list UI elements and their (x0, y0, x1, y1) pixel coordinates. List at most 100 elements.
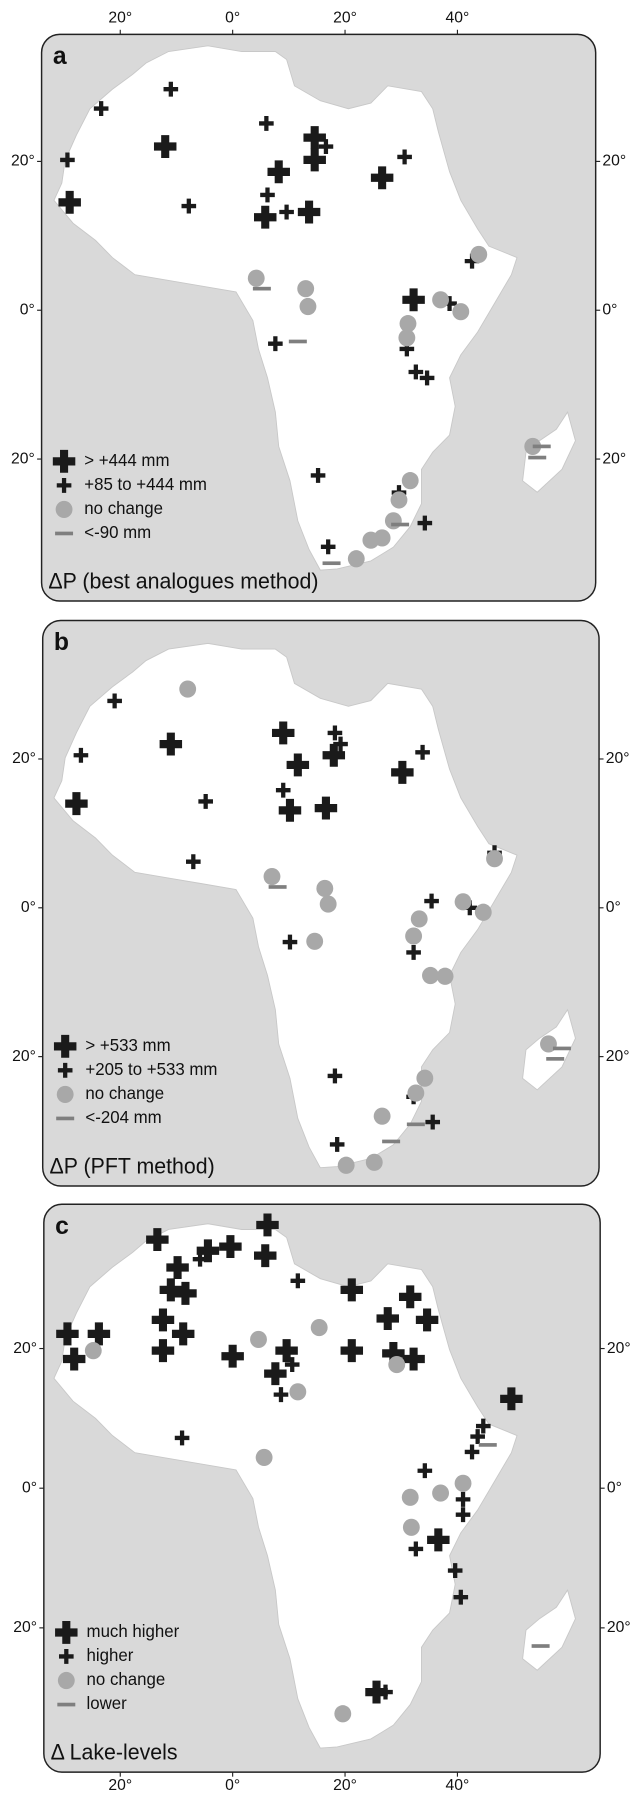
small-plus-marker (174, 1430, 190, 1446)
y-tick-label: 20° (12, 750, 36, 767)
y-tick-label: 0° (21, 899, 36, 916)
large-plus-marker (303, 148, 326, 172)
no-change-marker (57, 1671, 75, 1690)
no-change-marker (179, 680, 197, 698)
no-change-marker (390, 491, 408, 509)
no-change-marker (432, 1484, 450, 1502)
large-plus-marker (151, 1339, 175, 1363)
large-plus-marker (174, 1281, 197, 1305)
y-tick-label: 20° (11, 153, 35, 170)
no-change-marker (362, 531, 380, 549)
large-plus-marker (382, 1341, 405, 1365)
large-plus-marker (391, 760, 414, 784)
small-plus-marker (333, 736, 348, 752)
no-change-marker (306, 932, 324, 950)
large-plus-marker (56, 1322, 79, 1346)
large-plus-marker (264, 1362, 287, 1386)
no-change-marker (55, 500, 73, 519)
legend-label: no change (85, 1084, 164, 1103)
small-plus-marker (425, 1114, 441, 1130)
panel-label: b (54, 628, 69, 656)
y-tick-label: 0° (607, 1479, 622, 1496)
decrease-marker (478, 1443, 497, 1447)
y-tick-label: 20° (602, 153, 626, 170)
no-change-marker (452, 303, 470, 321)
small-plus-marker (406, 945, 421, 960)
x-tick-label: 0° (225, 1777, 240, 1794)
no-change-marker (410, 910, 428, 928)
small-plus-marker (329, 1136, 345, 1152)
small-plus-marker (284, 1357, 300, 1373)
decrease-marker (252, 286, 271, 291)
large-plus-marker (340, 1339, 364, 1363)
small-plus-marker (56, 477, 72, 493)
no-change-marker (334, 1705, 352, 1723)
large-plus-marker (415, 1308, 439, 1332)
small-plus-marker (57, 1062, 73, 1078)
large-plus-marker (146, 1228, 169, 1252)
decrease-marker (546, 1057, 565, 1061)
y-tick-label: 20° (606, 1048, 630, 1065)
legend-label: lower (87, 1694, 128, 1713)
large-plus-marker (53, 1034, 77, 1058)
no-change-marker (540, 1035, 557, 1053)
no-change-marker (319, 895, 337, 913)
x-tick-label: 40° (446, 1777, 470, 1794)
large-plus-marker (166, 1256, 189, 1279)
small-plus-marker (73, 747, 89, 763)
large-plus-marker (196, 1239, 220, 1263)
no-change-marker (365, 1153, 383, 1171)
no-change-marker (373, 1107, 391, 1125)
no-change-marker (263, 867, 281, 886)
large-plus-marker (427, 1528, 450, 1552)
large-plus-marker (340, 1278, 364, 1302)
no-change-marker (310, 1319, 328, 1337)
legend-label: > +533 mm (85, 1036, 170, 1055)
legend-label: no change (87, 1670, 166, 1689)
decrease-marker (528, 455, 547, 460)
large-plus-marker (402, 288, 425, 312)
y-tick-label: 20° (11, 450, 35, 467)
no-change-marker (255, 1448, 273, 1467)
decrease-marker (322, 561, 341, 566)
no-change-marker (399, 315, 417, 333)
small-plus-marker (198, 793, 213, 809)
large-plus-marker (297, 200, 321, 224)
madagascar-land (522, 411, 576, 493)
small-plus-marker (447, 1563, 463, 1579)
small-plus-marker (327, 1068, 343, 1084)
no-change-marker (407, 1084, 425, 1102)
panel-label: c (55, 1212, 69, 1240)
small-plus-marker (408, 1541, 424, 1557)
small-plus-marker (453, 1589, 469, 1605)
small-plus-marker (260, 187, 275, 203)
map-panel: 20° 20° 0° 0° 20° 20° b ΔP (PFT method) > +533 m… (12, 619, 630, 1187)
large-plus-marker (314, 796, 338, 820)
small-plus-marker (378, 1684, 393, 1700)
panel-title: ΔP (best analogues method) (48, 568, 318, 593)
large-plus-marker (322, 743, 346, 767)
large-plus-marker (221, 1344, 244, 1368)
y-tick-label: 20° (13, 1340, 37, 1357)
small-plus-marker (163, 81, 179, 97)
no-change-marker (299, 297, 317, 316)
large-plus-marker (271, 721, 295, 745)
x-tick-label: 20° (108, 1777, 132, 1794)
legend-label: higher (87, 1646, 134, 1665)
small-plus-marker (93, 101, 109, 117)
large-plus-marker (52, 449, 76, 473)
large-plus-marker (254, 205, 277, 229)
no-change-marker (316, 879, 334, 898)
large-plus-marker (159, 732, 183, 756)
small-plus-marker (186, 854, 201, 870)
large-plus-marker (159, 1278, 183, 1302)
large-plus-marker (153, 135, 177, 158)
small-plus-marker (462, 900, 478, 916)
y-tick-label: 0° (606, 899, 621, 916)
small-plus-marker (442, 296, 457, 311)
y-tick-label: 20° (13, 1619, 37, 1636)
no-change-marker (454, 893, 472, 911)
small-plus-marker (268, 336, 283, 352)
decrease-marker (532, 444, 551, 449)
no-change-marker (398, 329, 416, 347)
